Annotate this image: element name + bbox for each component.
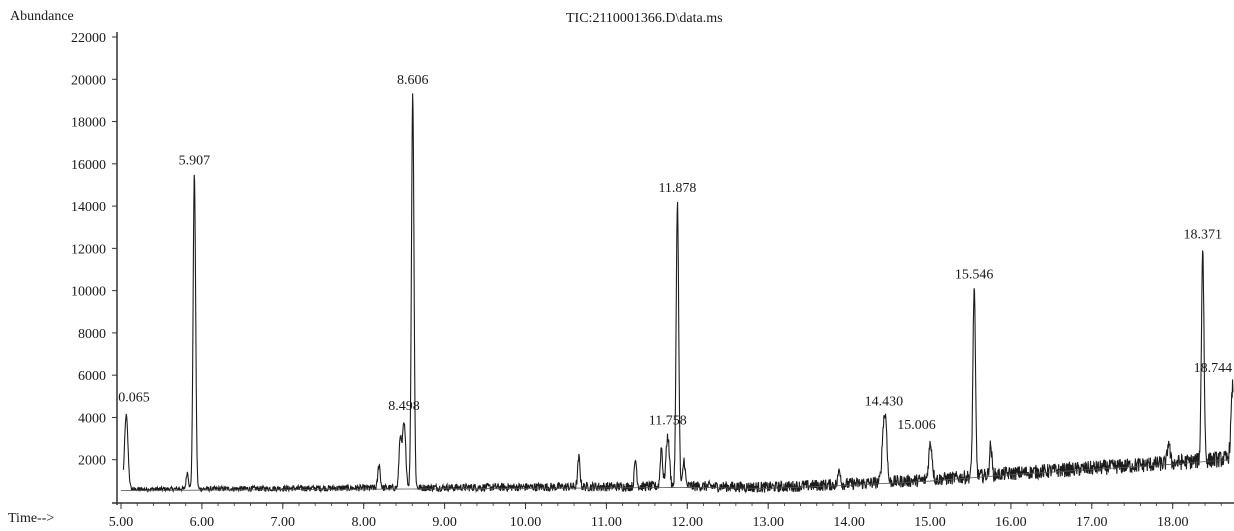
y-tick-label: 8000 xyxy=(78,327,106,342)
y-tick-label: 2000 xyxy=(78,454,106,469)
x-tick-label: 5.00 xyxy=(109,515,134,530)
y-axis-title: Abundance xyxy=(10,9,74,24)
y-tick-label: 22000 xyxy=(71,31,106,46)
x-tick-label: 18.00 xyxy=(1157,515,1189,530)
x-axis-title: Time--> xyxy=(8,511,55,526)
peak-label: 18.744 xyxy=(1194,361,1233,376)
tic-trace xyxy=(122,93,1234,494)
y-tick-label: 20000 xyxy=(71,73,106,88)
y-tick-label: 14000 xyxy=(71,200,106,215)
peak-label: 11.878 xyxy=(658,181,696,196)
peak-label: 0.065 xyxy=(118,390,150,405)
y-tick-label: 16000 xyxy=(71,158,106,173)
peak-label: 8.498 xyxy=(388,399,420,414)
peak-label: 14.430 xyxy=(865,395,904,410)
x-tick-label: 12.00 xyxy=(672,515,704,530)
peak-label: 18.371 xyxy=(1183,227,1222,242)
y-tick-label: 12000 xyxy=(71,242,106,257)
peak-label: 8.606 xyxy=(397,73,429,88)
baseline-line xyxy=(120,459,1230,491)
peak-label: 15.546 xyxy=(955,268,994,283)
x-tick-label: 15.00 xyxy=(914,515,946,530)
x-tick-label: 13.00 xyxy=(752,515,784,530)
chart-title: TIC:2110001366.D\data.ms xyxy=(566,11,723,26)
x-tick-label: 17.00 xyxy=(1076,515,1108,530)
x-tick-label: 7.00 xyxy=(271,515,296,530)
x-tick-label: 10.00 xyxy=(510,515,542,530)
y-tick-label: 10000 xyxy=(71,285,106,300)
x-tick-label: 14.00 xyxy=(833,515,865,530)
y-tick-label: 4000 xyxy=(78,411,106,426)
x-tick-label: 6.00 xyxy=(190,515,215,530)
y-tick-label: 6000 xyxy=(78,369,106,384)
y-tick-label: 18000 xyxy=(71,116,106,131)
peak-label: 5.907 xyxy=(179,153,211,168)
x-tick-label: 9.00 xyxy=(432,515,457,530)
x-tick-label: 16.00 xyxy=(995,515,1027,530)
x-tick-label: 8.00 xyxy=(351,515,376,530)
peak-label: 11.758 xyxy=(649,413,687,428)
x-tick-label: 11.00 xyxy=(591,515,622,530)
peak-label: 15.006 xyxy=(897,418,936,433)
